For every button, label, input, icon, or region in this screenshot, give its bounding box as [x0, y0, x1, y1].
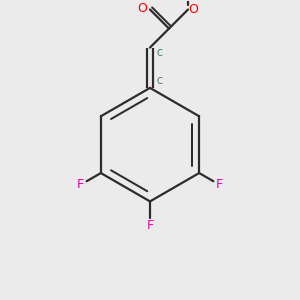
Text: C: C	[157, 49, 162, 58]
Text: O: O	[138, 2, 148, 14]
Text: F: F	[77, 178, 84, 191]
Text: F: F	[216, 178, 223, 191]
Text: F: F	[146, 218, 154, 232]
Text: O: O	[188, 3, 198, 16]
Text: C: C	[157, 77, 162, 86]
